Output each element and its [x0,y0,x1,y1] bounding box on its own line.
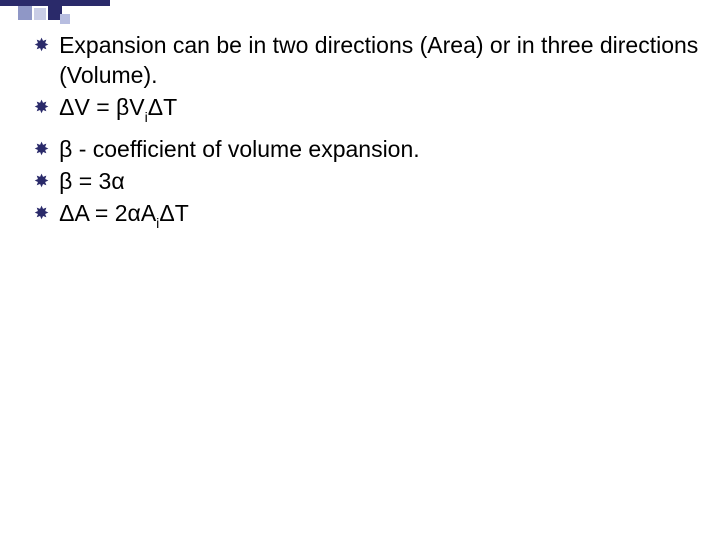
list-item: ✸ β = 3α [34,166,700,196]
list-item-text: ΔA = 2αAiΔT [59,198,700,238]
list-item: ✸ β - coefficient of volume expansion. [34,134,700,164]
list-item-text: β = 3α [59,166,700,196]
decoration-square [34,8,46,20]
bullet-icon: ✸ [34,135,49,163]
slide-content: ✸ Expansion can be in two directions (Are… [34,30,700,239]
decoration-square [60,14,70,24]
list-item: ✸ ΔV = βViΔT [34,92,700,132]
list-item-text: β - coefficient of volume expansion. [59,134,700,164]
list-item-text: ΔV = βViΔT [59,92,700,132]
list-item: ✸ Expansion can be in two directions (Are… [34,30,700,90]
list-item-text: Expansion can be in two directions (Area… [59,30,700,90]
decoration-square [18,6,32,20]
corner-decoration [0,0,110,30]
bullet-icon: ✸ [34,93,49,121]
list-item: ✸ ΔA = 2αAiΔT [34,198,700,238]
bullet-icon: ✸ [34,167,49,195]
bullet-icon: ✸ [34,31,49,59]
bullet-icon: ✸ [34,199,49,227]
